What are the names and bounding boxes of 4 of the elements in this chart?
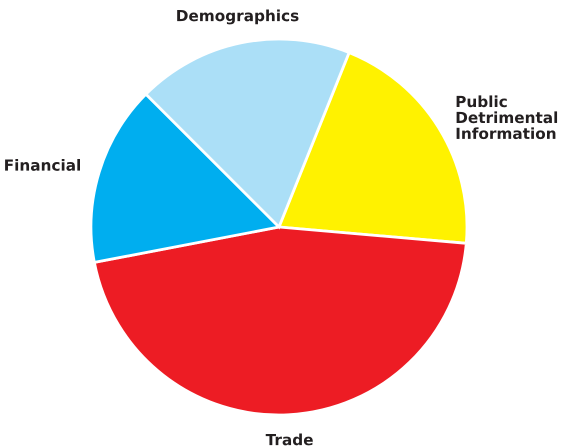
slice-label: Demographics	[177, 10, 298, 24]
slice-label: Financial	[5, 159, 80, 171]
slice-label: Trade	[266, 434, 313, 446]
slice-label: Public Detrimental Information	[456, 95, 558, 140]
